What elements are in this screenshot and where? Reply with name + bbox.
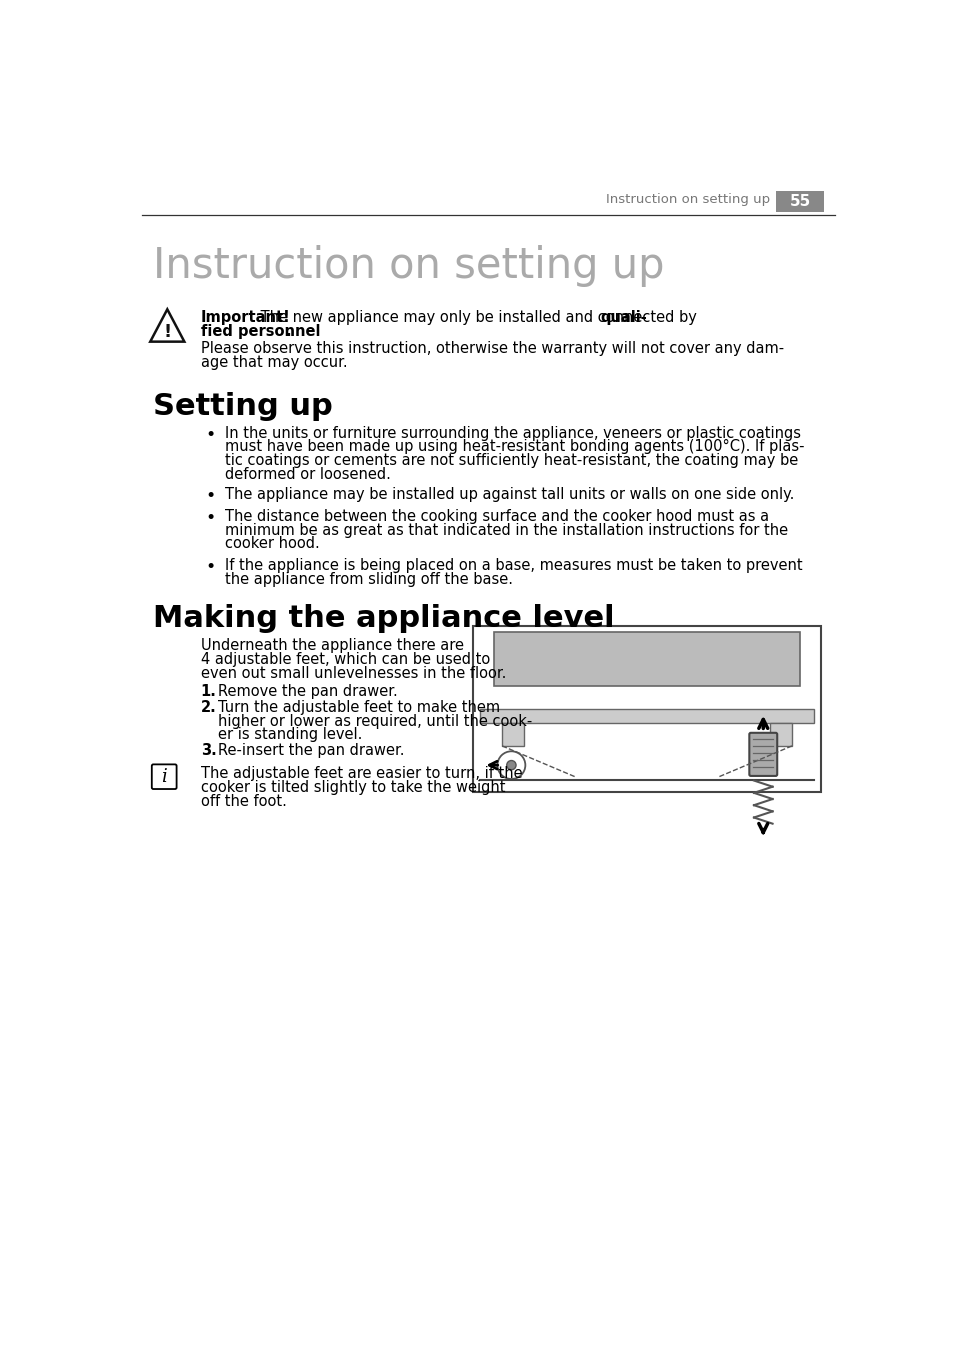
Text: Remove the pan drawer.: Remove the pan drawer. (217, 684, 397, 699)
Text: fied personnel: fied personnel (200, 324, 320, 339)
Text: !: ! (163, 323, 172, 342)
Text: cooker hood.: cooker hood. (224, 537, 319, 552)
Text: age that may occur.: age that may occur. (200, 354, 347, 369)
Text: 3.: 3. (200, 742, 216, 758)
FancyBboxPatch shape (748, 733, 777, 776)
Text: the appliance from sliding off the base.: the appliance from sliding off the base. (224, 572, 512, 587)
Text: •: • (205, 558, 215, 576)
Text: cooker is tilted slightly to take the weight: cooker is tilted slightly to take the we… (200, 780, 504, 795)
Circle shape (506, 761, 516, 769)
Text: higher or lower as required, until the cook-: higher or lower as required, until the c… (217, 714, 532, 729)
Text: If the appliance is being placed on a base, measures must be taken to prevent: If the appliance is being placed on a ba… (224, 558, 801, 573)
Text: Turn the adjustable feet to make them: Turn the adjustable feet to make them (217, 700, 499, 715)
Text: In the units or furniture surrounding the appliance, veneers or plastic coatings: In the units or furniture surrounding th… (224, 426, 800, 441)
Text: The new appliance may only be installed and connected by: The new appliance may only be installed … (256, 310, 701, 324)
Text: must have been made up using heat-resistant bonding agents (100°C). If plas-: must have been made up using heat-resist… (224, 439, 803, 454)
Text: 4 adjustable feet, which can be used to: 4 adjustable feet, which can be used to (200, 652, 489, 667)
Text: .: . (286, 324, 292, 339)
FancyBboxPatch shape (776, 191, 823, 212)
Bar (472, 626, 821, 792)
Text: Please observe this instruction, otherwise the warranty will not cover any dam-: Please observe this instruction, otherwi… (200, 341, 783, 356)
Text: •: • (205, 487, 215, 506)
Text: The distance between the cooking surface and the cooker hood must as a: The distance between the cooking surface… (224, 508, 768, 523)
Text: i: i (161, 768, 167, 786)
Text: 2.: 2. (200, 700, 216, 715)
Text: Re-insert the pan drawer.: Re-insert the pan drawer. (217, 742, 404, 758)
Text: minimum be as great as that indicated in the installation instructions for the: minimum be as great as that indicated in… (224, 523, 787, 538)
Text: The appliance may be installed up against tall units or walls on one side only.: The appliance may be installed up agains… (224, 487, 793, 502)
Text: Instruction on setting up: Instruction on setting up (153, 246, 664, 288)
Text: •: • (205, 508, 215, 527)
Text: er is standing level.: er is standing level. (217, 727, 362, 742)
Text: off the foot.: off the foot. (200, 794, 286, 808)
Text: Underneath the appliance there are: Underneath the appliance there are (200, 638, 463, 653)
Text: 55: 55 (789, 193, 810, 210)
Bar (480, 708, 813, 723)
Text: Setting up: Setting up (153, 392, 333, 420)
Bar (501, 723, 523, 746)
Bar (494, 631, 799, 685)
Text: •: • (205, 426, 215, 443)
Text: even out small unlevelnesses in the floor.: even out small unlevelnesses in the floo… (200, 665, 505, 681)
Text: Instruction on setting up: Instruction on setting up (605, 193, 769, 206)
Text: quali-: quali- (599, 310, 646, 324)
Text: tic coatings or cements are not sufficiently heat-resistant, the coating may be: tic coatings or cements are not sufficie… (224, 453, 797, 468)
Text: deformed or loosened.: deformed or loosened. (224, 468, 390, 483)
Text: 1.: 1. (200, 684, 216, 699)
Bar (769, 723, 791, 746)
Text: Making the appliance level: Making the appliance level (153, 604, 615, 633)
Text: Important!: Important! (200, 310, 290, 324)
Text: The adjustable feet are easier to turn, if the: The adjustable feet are easier to turn, … (200, 767, 521, 781)
